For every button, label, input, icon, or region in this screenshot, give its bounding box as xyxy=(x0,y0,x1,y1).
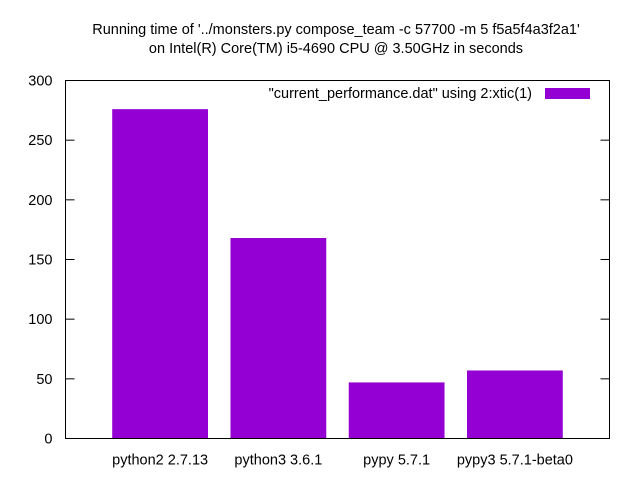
y-tick-label-0: 0 xyxy=(44,432,52,448)
x-tick-label-2: pypy 5.7.1 xyxy=(363,453,430,469)
legend-swatch xyxy=(545,88,590,99)
y-tick-label-3: 150 xyxy=(28,253,52,269)
legend: "current_performance.dat" using 2:xtic(1… xyxy=(269,86,590,102)
chart-title-line-1: Running time of '../monsters.py compose_… xyxy=(92,22,580,38)
bar-3 xyxy=(466,370,563,439)
bars-group xyxy=(112,109,563,439)
x-axis: python2 2.7.13 python3 3.6.1 pypy 5.7.1 pyp… xyxy=(112,453,573,469)
legend-label: "current_performance.dat" using 2:xtic(1… xyxy=(269,86,532,102)
y-tick-label-1: 50 xyxy=(36,372,52,388)
y-tick-label-4: 200 xyxy=(28,193,52,209)
plot-border xyxy=(65,80,610,439)
y-tick-label-5: 250 xyxy=(28,133,52,149)
y-axis: 0 50 100 150 200 250 300 xyxy=(28,74,610,448)
y-tick-label-2: 100 xyxy=(28,312,52,328)
chart-title-line-2: on Intel(R) Core(TM) i5-4690 CPU @ 3.50G… xyxy=(149,41,523,57)
x-tick-label-0: python2 2.7.13 xyxy=(112,453,208,469)
x-tick-label-1: python3 3.6.1 xyxy=(234,453,322,469)
x-tick-label-3: pypy3 5.7.1-beta0 xyxy=(457,453,573,469)
bar-0 xyxy=(112,109,209,439)
y-tick-label-6: 300 xyxy=(28,74,52,90)
bar-1 xyxy=(230,238,327,439)
bar-2 xyxy=(348,382,445,439)
